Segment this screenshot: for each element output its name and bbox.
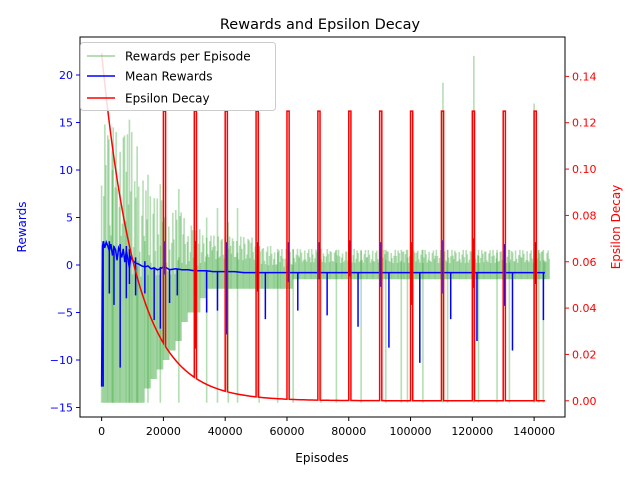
x-tick-label: 60000	[269, 425, 304, 438]
y2-tick-label: 0.00	[572, 395, 597, 408]
series-epsilon-decay	[100, 53, 545, 402]
x-tick-label: 0	[98, 425, 105, 438]
y-tick-label: 15	[59, 117, 73, 130]
chart-title: Rewards and Epsilon Decay	[220, 17, 421, 33]
y2-tick-label: 0.14	[572, 70, 597, 83]
y-tick-label: −10	[50, 354, 73, 367]
x-axis-label: Episodes	[295, 451, 348, 465]
x-tick-label: 40000	[208, 425, 243, 438]
legend: Rewards per Episode Mean Rewards Epsilon…	[80, 42, 276, 111]
y-tick-label: −15	[50, 402, 73, 415]
y2-tick-label: 0.04	[572, 302, 597, 315]
y-tick-label: 10	[59, 164, 73, 177]
y-axis-right: 0.00 0.02 0.04 0.06 0.08 0.10 0.12 0.14	[565, 70, 597, 408]
y-axis-label-left: Rewards	[15, 202, 29, 253]
x-tick-label: 100000	[390, 425, 432, 438]
y-axis-left: −15 −10 −5 0 5 10 15 20	[50, 69, 80, 415]
x-tick-label: 20000	[146, 425, 181, 438]
x-tick-label: 120000	[451, 425, 493, 438]
plot-area	[100, 53, 551, 403]
y-tick-label: −5	[57, 307, 73, 320]
epsilon-decay-line	[100, 53, 545, 402]
y-tick-label: 0	[66, 259, 73, 272]
y2-tick-label: 0.06	[572, 256, 597, 269]
plot-frame	[79, 36, 566, 418]
y-axis-label-right: Epsilon Decay	[609, 185, 623, 270]
legend-label-mean: Mean Rewards	[125, 70, 212, 84]
legend-box	[80, 42, 276, 111]
x-tick-label: 140000	[513, 425, 555, 438]
x-tick-label: 80000	[331, 425, 366, 438]
y2-tick-label: 0.02	[572, 348, 597, 361]
y2-tick-label: 0.12	[572, 117, 597, 130]
legend-label-epsilon: Epsilon Decay	[125, 92, 210, 106]
y2-tick-label: 0.08	[572, 209, 597, 222]
y-tick-label: 5	[66, 212, 73, 225]
legend-label-rewards: Rewards per Episode	[125, 50, 251, 64]
y2-tick-label: 0.10	[572, 163, 597, 176]
x-axis: 0 20000 40000 60000 80000 100000 120000 140000	[98, 417, 555, 438]
y-tick-label: 20	[59, 69, 73, 82]
